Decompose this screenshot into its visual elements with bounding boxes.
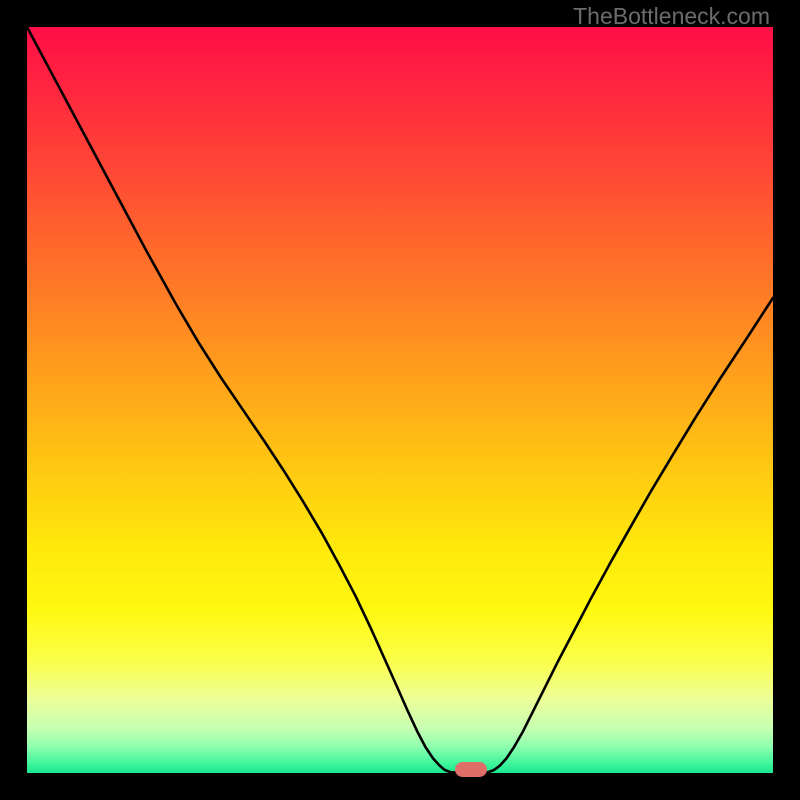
chart-frame: TheBottleneck.com xyxy=(0,0,800,800)
optimum-marker xyxy=(455,762,487,777)
plot-area xyxy=(27,27,773,773)
bottleneck-curve xyxy=(27,27,773,773)
watermark-text: TheBottleneck.com xyxy=(573,3,770,30)
